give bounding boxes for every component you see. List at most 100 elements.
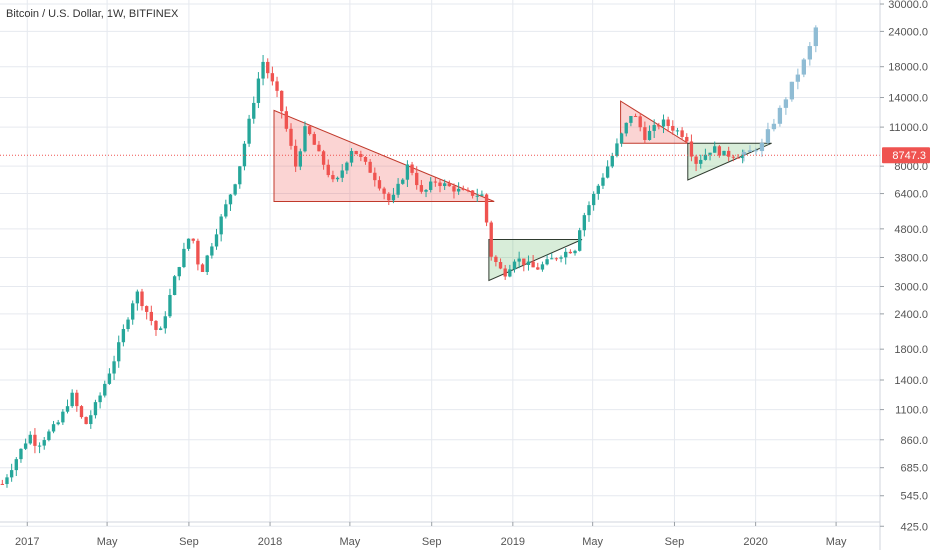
candle-body	[233, 184, 237, 195]
candle-body	[210, 246, 214, 256]
triangle-pattern-green	[687, 142, 772, 181]
candle-body	[652, 125, 656, 131]
price-tick-label: 30000.0	[888, 0, 928, 11]
price-tick-label: 685.0	[900, 463, 928, 475]
candle-body	[335, 177, 340, 180]
price-tick-label: 14000.0	[888, 93, 928, 105]
candle-body	[280, 90, 284, 112]
time-tick-label: 2020	[743, 536, 767, 548]
candle-body	[75, 392, 79, 407]
last-price-tag	[882, 147, 930, 164]
candle-body	[484, 194, 489, 223]
candle-body	[545, 259, 549, 265]
projection-bars	[741, 25, 818, 162]
candle-body	[438, 182, 442, 187]
candle-body	[266, 61, 270, 74]
candle-body	[731, 156, 736, 158]
triangle-pattern-green	[488, 239, 583, 282]
price-axis[interactable]: 30000.0 24000.0 18000.0 14000.0 11000.0 8000.…	[879, 0, 930, 550]
candle-body	[373, 172, 377, 181]
candle-body	[103, 383, 107, 396]
price-tick-label: 425.0	[900, 521, 928, 533]
candle-body	[480, 194, 484, 196]
candle-body	[252, 102, 256, 119]
candle-body	[238, 166, 242, 185]
chart-title: Bitcoin / U.S. Dollar, 1W, BITFINEX	[6, 8, 179, 20]
time-tick-label: May	[826, 536, 847, 548]
projection-bar-body	[759, 142, 765, 152]
candle-body	[293, 145, 298, 167]
candle-body	[154, 320, 158, 330]
candle-body	[345, 162, 349, 171]
candle-body	[740, 154, 745, 159]
price-tick-label: 1400.0	[894, 375, 928, 387]
candle-body	[340, 170, 344, 178]
candle-body	[415, 172, 419, 186]
candle-body	[112, 361, 116, 374]
price-tick-label: 1100.0	[895, 405, 928, 417]
time-tick-label: Sep	[665, 536, 685, 548]
candle-body	[326, 164, 330, 176]
candle-body	[224, 204, 228, 217]
price-tick-label: 24000.0	[888, 26, 928, 38]
projection-bar-body	[753, 150, 759, 152]
candle-body	[498, 262, 503, 269]
candle-body	[699, 159, 703, 164]
candle-body	[424, 189, 428, 192]
price-tick-label: 4800.0	[894, 224, 928, 236]
time-tick-label: 2017	[15, 536, 39, 548]
candle-body	[191, 238, 195, 241]
candle-body	[401, 179, 405, 184]
candle-body	[51, 424, 56, 432]
candle-body	[177, 267, 181, 277]
candle-body	[307, 126, 312, 135]
candle-body	[466, 189, 470, 191]
candle-body	[456, 188, 461, 192]
candle-body	[605, 166, 610, 178]
candle-body	[596, 185, 600, 194]
projection-bar-body	[807, 46, 812, 60]
time-tick-label: 2019	[501, 536, 525, 548]
candle-body	[512, 261, 517, 270]
candle-body	[722, 150, 726, 156]
candle-body	[317, 144, 321, 152]
candle-body	[321, 151, 326, 165]
candle-body	[391, 194, 396, 201]
candle-body	[554, 258, 559, 260]
projection-bar-body	[801, 59, 806, 75]
triangle-patterns	[273, 100, 772, 282]
candle-body	[736, 157, 740, 159]
candle-body	[559, 257, 563, 259]
candle-body	[19, 448, 23, 460]
candle-body	[619, 133, 624, 144]
candle-body	[489, 222, 493, 257]
candle-body	[70, 392, 74, 407]
candle-body	[0, 483, 4, 485]
candle-body	[312, 134, 316, 145]
candle-body	[93, 402, 98, 416]
candle-body	[475, 195, 479, 197]
price-tick-label: 2400.0	[894, 309, 928, 321]
projection-bar-body	[741, 151, 747, 155]
candle-body	[591, 193, 596, 206]
candle-body	[126, 319, 130, 330]
time-axis[interactable]: 2017 May Sep 2018 May Sep 2019 May Sep 2020 May	[0, 521, 880, 548]
candle-body	[107, 373, 112, 384]
candle-body	[144, 306, 149, 312]
candle-body	[647, 130, 652, 140]
candle-body	[615, 143, 619, 156]
candle-body	[28, 434, 32, 444]
candle-body	[205, 255, 209, 272]
candle-body	[23, 443, 28, 449]
candle-body	[657, 125, 661, 127]
candle-body	[661, 119, 666, 127]
candle-body	[540, 264, 545, 270]
candle-body	[419, 185, 424, 192]
candle-body	[172, 276, 177, 296]
candle-body	[5, 477, 9, 485]
projection-bar-body	[765, 129, 771, 143]
price-tick-label: 545.0	[900, 491, 928, 503]
candle-body	[182, 248, 186, 268]
candle-body	[633, 115, 638, 117]
candle-body	[442, 183, 447, 187]
